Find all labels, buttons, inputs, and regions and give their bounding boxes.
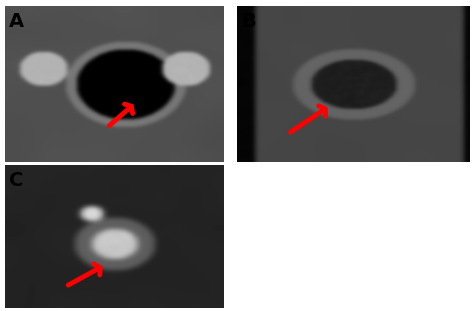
Text: A: A (9, 12, 24, 31)
Text: C: C (9, 170, 24, 189)
Text: B: B (242, 12, 256, 31)
